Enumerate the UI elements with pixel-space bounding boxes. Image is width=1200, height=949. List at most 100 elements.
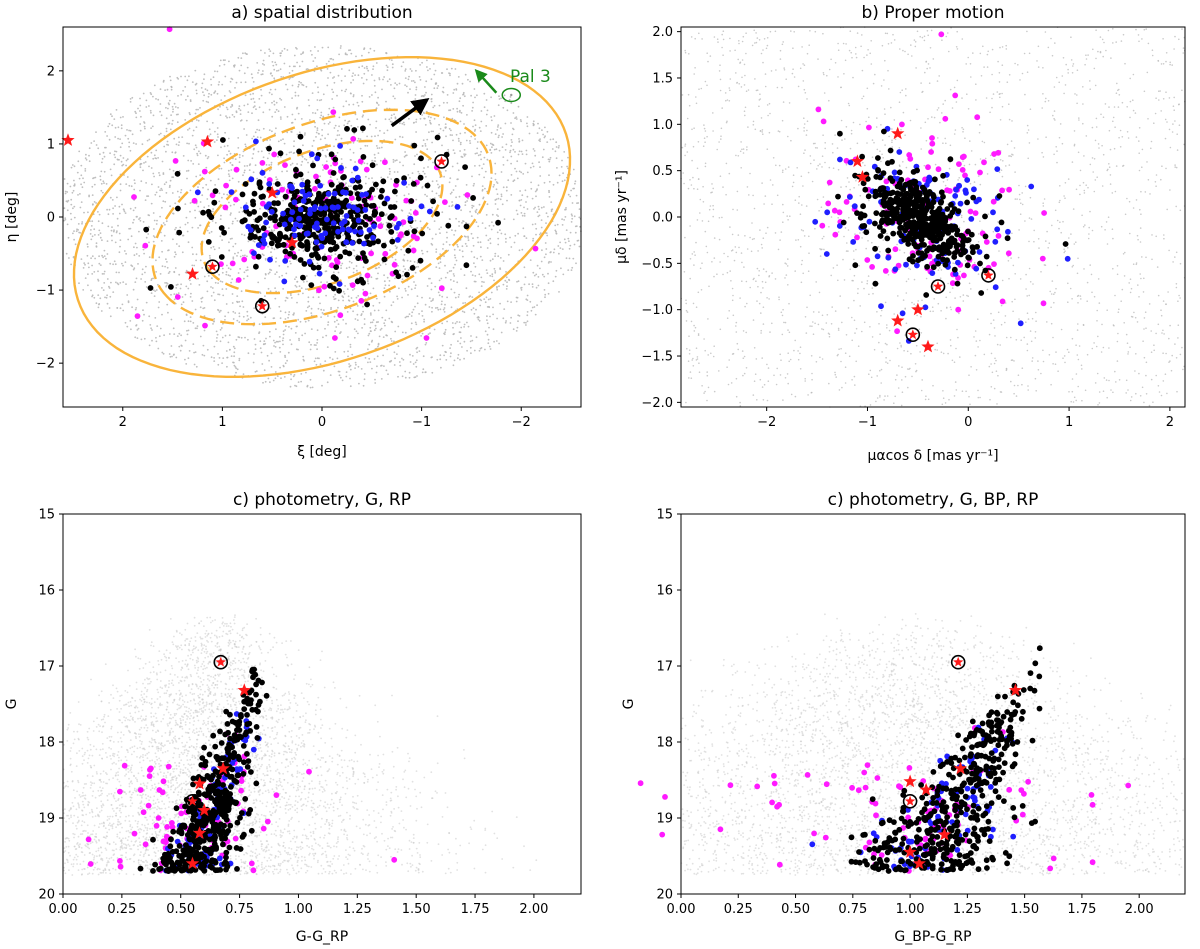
background-star bbox=[570, 269, 573, 271]
background-star bbox=[734, 246, 737, 248]
background-star bbox=[890, 106, 892, 109]
background-star bbox=[543, 206, 545, 208]
background-star bbox=[325, 160, 328, 163]
background-star bbox=[550, 251, 552, 253]
black-member-star bbox=[395, 273, 402, 280]
background-star bbox=[442, 243, 445, 246]
background-star bbox=[217, 83, 220, 86]
background-star bbox=[454, 229, 457, 232]
background-star bbox=[400, 248, 403, 251]
background-star bbox=[869, 404, 872, 406]
background-star bbox=[537, 276, 540, 278]
background-star bbox=[796, 167, 798, 169]
background-star bbox=[446, 94, 449, 96]
background-star bbox=[454, 322, 457, 325]
background-star bbox=[229, 214, 232, 216]
background-star bbox=[369, 312, 372, 315]
background-star bbox=[361, 131, 364, 133]
background-star bbox=[185, 363, 188, 365]
background-star bbox=[532, 237, 535, 240]
background-star bbox=[988, 365, 991, 368]
background-star bbox=[682, 172, 684, 174]
background-star bbox=[375, 163, 378, 166]
background-star bbox=[510, 246, 513, 248]
background-star bbox=[766, 148, 769, 150]
background-star bbox=[84, 170, 87, 172]
black-member-star bbox=[297, 133, 304, 140]
background-star bbox=[224, 319, 226, 321]
background-star bbox=[290, 151, 292, 154]
background-star bbox=[229, 275, 232, 277]
background-star bbox=[152, 212, 155, 214]
background-star bbox=[327, 324, 329, 326]
background-star bbox=[334, 253, 337, 256]
background-star bbox=[385, 309, 388, 312]
background-star bbox=[460, 155, 463, 158]
background-star bbox=[1140, 190, 1142, 193]
background-star bbox=[545, 222, 547, 225]
background-star bbox=[293, 145, 295, 148]
background-star bbox=[415, 266, 418, 268]
background-star bbox=[77, 229, 79, 231]
background-star bbox=[348, 260, 351, 263]
blue-member-star bbox=[396, 220, 402, 227]
background-star bbox=[576, 202, 578, 205]
background-star bbox=[533, 150, 536, 152]
background-star bbox=[473, 130, 476, 132]
background-star bbox=[223, 157, 226, 160]
background-star bbox=[497, 126, 499, 128]
background-star bbox=[350, 261, 353, 264]
background-star bbox=[449, 355, 452, 358]
background-star bbox=[392, 95, 395, 98]
background-star bbox=[150, 292, 153, 294]
background-star bbox=[434, 69, 437, 72]
background-star bbox=[100, 182, 103, 185]
background-star bbox=[264, 380, 267, 383]
background-star bbox=[428, 297, 431, 299]
magenta-member-star bbox=[235, 277, 242, 283]
background-star bbox=[254, 370, 257, 373]
background-star bbox=[544, 135, 546, 138]
background-star bbox=[448, 205, 451, 208]
background-star bbox=[145, 301, 148, 304]
background-star bbox=[390, 117, 393, 119]
background-star bbox=[559, 241, 561, 244]
background-star bbox=[456, 110, 459, 113]
background-star bbox=[347, 120, 350, 123]
background-star bbox=[257, 281, 260, 284]
background-star bbox=[124, 261, 127, 263]
background-star bbox=[506, 300, 509, 303]
blue-member-star bbox=[352, 165, 359, 172]
background-star bbox=[290, 373, 292, 376]
background-star bbox=[136, 329, 139, 331]
background-star bbox=[1089, 210, 1091, 213]
background-star bbox=[521, 194, 524, 197]
background-star bbox=[327, 77, 329, 79]
background-star bbox=[162, 352, 165, 355]
background-star bbox=[102, 151, 105, 154]
background-star bbox=[350, 201, 353, 204]
background-star bbox=[201, 267, 204, 269]
background-star bbox=[262, 70, 264, 72]
background-star bbox=[297, 318, 300, 321]
background-star bbox=[116, 158, 119, 161]
background-star bbox=[578, 245, 581, 248]
background-star bbox=[477, 81, 480, 84]
background-star bbox=[444, 276, 447, 279]
background-star bbox=[189, 202, 192, 204]
background-star bbox=[427, 115, 430, 118]
black-member-star bbox=[430, 198, 436, 205]
background-star bbox=[501, 203, 504, 206]
background-star bbox=[346, 122, 349, 125]
background-star bbox=[206, 290, 209, 293]
background-star bbox=[152, 172, 155, 175]
background-star bbox=[474, 265, 477, 268]
background-star bbox=[1163, 237, 1165, 240]
background-star bbox=[403, 194, 406, 197]
background-star bbox=[189, 316, 192, 318]
background-star bbox=[1005, 368, 1008, 370]
background-star bbox=[498, 285, 500, 288]
background-star bbox=[1116, 265, 1119, 267]
background-star bbox=[115, 281, 117, 284]
background-star bbox=[429, 119, 431, 122]
